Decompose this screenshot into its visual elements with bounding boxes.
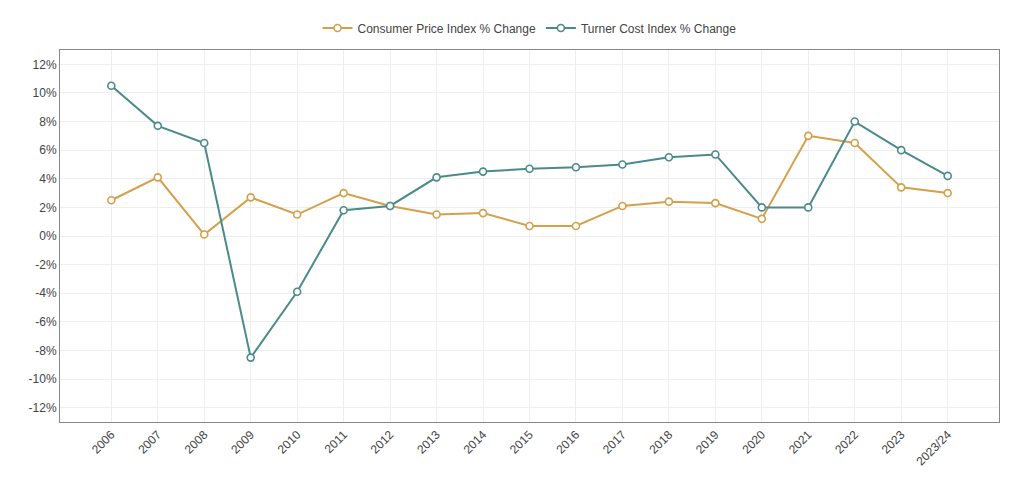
svg-text:2008: 2008 (182, 428, 211, 457)
svg-text:10%: 10% (33, 86, 57, 100)
svg-text:2009: 2009 (228, 428, 257, 457)
svg-text:8%: 8% (39, 115, 57, 129)
svg-text:-8%: -8% (35, 344, 57, 358)
svg-text:Turner Cost Index % Change: Turner Cost Index % Change (581, 22, 736, 36)
svg-text:2011: 2011 (322, 428, 350, 456)
svg-text:12%: 12% (33, 58, 57, 72)
svg-text:2023: 2023 (879, 428, 908, 457)
svg-text:2%: 2% (39, 201, 57, 215)
svg-text:2021: 2021 (786, 428, 815, 457)
svg-text:6%: 6% (39, 143, 57, 157)
svg-text:-12%: -12% (29, 401, 57, 415)
svg-text:2012: 2012 (368, 428, 397, 457)
svg-text:2022: 2022 (832, 428, 861, 457)
svg-text:2016: 2016 (554, 428, 583, 457)
svg-text:2018: 2018 (646, 428, 675, 457)
svg-text:2020: 2020 (739, 428, 768, 457)
svg-text:2014: 2014 (461, 428, 490, 457)
svg-text:2007: 2007 (135, 428, 164, 457)
svg-text:-4%: -4% (35, 286, 57, 300)
svg-text:2023/24: 2023/24 (913, 428, 954, 469)
svg-text:4%: 4% (39, 172, 57, 186)
svg-text:2017: 2017 (600, 428, 629, 457)
svg-text:Consumer Price Index % Change: Consumer Price Index % Change (358, 22, 536, 36)
svg-text:-2%: -2% (35, 258, 57, 272)
svg-text:-10%: -10% (29, 372, 57, 386)
svg-text:2013: 2013 (414, 428, 443, 457)
svg-text:2015: 2015 (507, 428, 536, 457)
svg-text:0%: 0% (39, 229, 57, 243)
svg-text:2006: 2006 (89, 428, 118, 457)
svg-text:2019: 2019 (693, 428, 722, 457)
svg-text:2010: 2010 (275, 428, 304, 457)
svg-text:-6%: -6% (35, 315, 57, 329)
